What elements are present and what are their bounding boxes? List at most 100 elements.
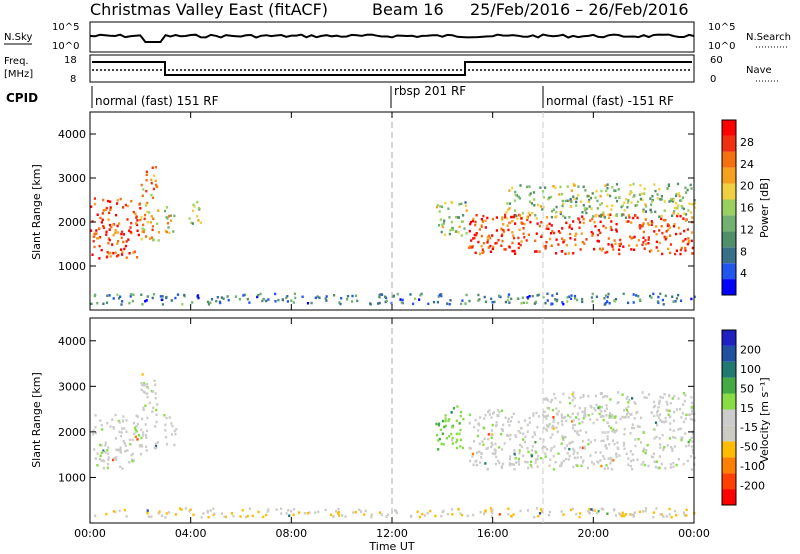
range-gate-cell [492,412,495,415]
range-gate-cell [515,214,518,217]
range-gate-cell [679,299,683,302]
range-gate-cell [493,452,496,456]
range-gate-cell [672,465,675,468]
range-gate-cell [675,201,678,205]
range-gate-cell [581,421,584,424]
range-gate-cell [112,223,115,226]
range-gate-cell [508,463,511,467]
range-gate-cell [569,508,573,512]
range-gate-cell [450,432,453,436]
range-gate-cell [338,301,341,304]
range-gate-cell [636,203,639,207]
range-gate-cell [655,233,658,236]
range-gate-cell [653,437,656,440]
range-gate-cell [106,466,109,470]
range-gate-cell [115,448,118,451]
range-gate-cell [647,242,650,245]
range-gate-cell [511,241,514,245]
range-gate-cell [117,240,120,243]
range-gate-cell [168,214,171,218]
range-gate-cell [491,247,494,251]
range-gate-cell [130,453,133,457]
range-gate-cell [197,207,201,210]
range-gate-cell [674,252,677,256]
range-gate-cell [572,220,575,223]
range-gate-cell [608,443,611,446]
range-gate-cell [603,297,606,300]
range-gate-cell [139,207,142,210]
range-gate-cell [575,204,578,207]
range-gate-cell [434,514,437,518]
range-gate-cell [477,293,480,297]
range-gate-cell [561,423,564,426]
range-gate-cell [531,445,534,448]
range-gate-cell [548,464,551,467]
range-gate-cell [593,247,596,251]
power-panel-frame [89,111,695,311]
range-gate-cell [652,400,656,404]
range-gate-cell [559,400,562,404]
range-gate-cell [658,229,661,232]
range-gate-cell [443,219,446,222]
range-gate-cell [639,227,642,230]
range-gate-cell [529,463,532,467]
range-gate-cell [158,510,161,513]
range-gate-cell [573,294,577,298]
range-gate-cell [131,438,134,441]
range-gate-cell [500,466,503,470]
range-gate-cell [528,295,531,298]
range-gate-cell [135,215,138,218]
range-gate-cell [576,464,579,467]
range-gate-cell [280,512,283,515]
range-gate-cell [548,196,551,200]
range-gate-cell [130,199,133,203]
range-gate-cell [606,193,609,197]
range-gate-cell [514,252,517,255]
range-gate-cell [680,199,683,202]
range-gate-cell [622,292,625,296]
range-gate-cell [100,444,103,447]
range-gate-cell [591,300,594,303]
range-gate-cell [513,453,516,456]
range-gate-cell [685,508,688,512]
range-gate-cell [582,217,585,221]
range-gate-cell [165,296,168,300]
range-gate-cell [675,297,678,300]
range-gate-cell [606,421,609,424]
range-gate-cell [440,442,443,446]
range-gate-cell [212,507,215,511]
range-gate-cell [102,209,105,212]
range-gate-cell [572,465,575,469]
range-gate-cell [594,394,597,398]
colorbar-swatch [722,151,736,168]
range-gate-cell [480,218,483,221]
range-gate-cell [627,199,630,202]
range-gate-cell [629,450,632,453]
range-gate-cell [116,293,119,297]
range-gate-cell [520,445,523,448]
range-gate-cell [651,198,654,202]
range-gate-cell [293,292,296,296]
range-gate-cell [138,444,142,447]
range-gate-cell [474,251,477,255]
range-gate-cell [668,394,671,398]
range-gate-cell [519,243,522,247]
range-gate-cell [569,416,572,419]
range-gate-cell [611,413,614,417]
range-gate-cell [106,462,110,466]
range-gate-cell [92,433,95,436]
range-gate-cell [631,468,634,471]
range-gate-cell [482,214,485,218]
date-range: 25/Feb/2016 – 26/Feb/2016 [470,0,689,19]
range-gate-cell [535,507,539,510]
range-gate-cell [499,295,502,299]
range-gate-cell [450,220,453,224]
range-gate-cell [573,396,576,400]
range-gate-cell [105,206,108,210]
range-gate-cell [610,416,613,419]
range-gate-cell [638,510,642,514]
range-gate-cell [608,216,611,219]
range-gate-cell [483,427,486,430]
range-gate-cell [246,514,249,518]
range-gate-cell [614,415,617,418]
